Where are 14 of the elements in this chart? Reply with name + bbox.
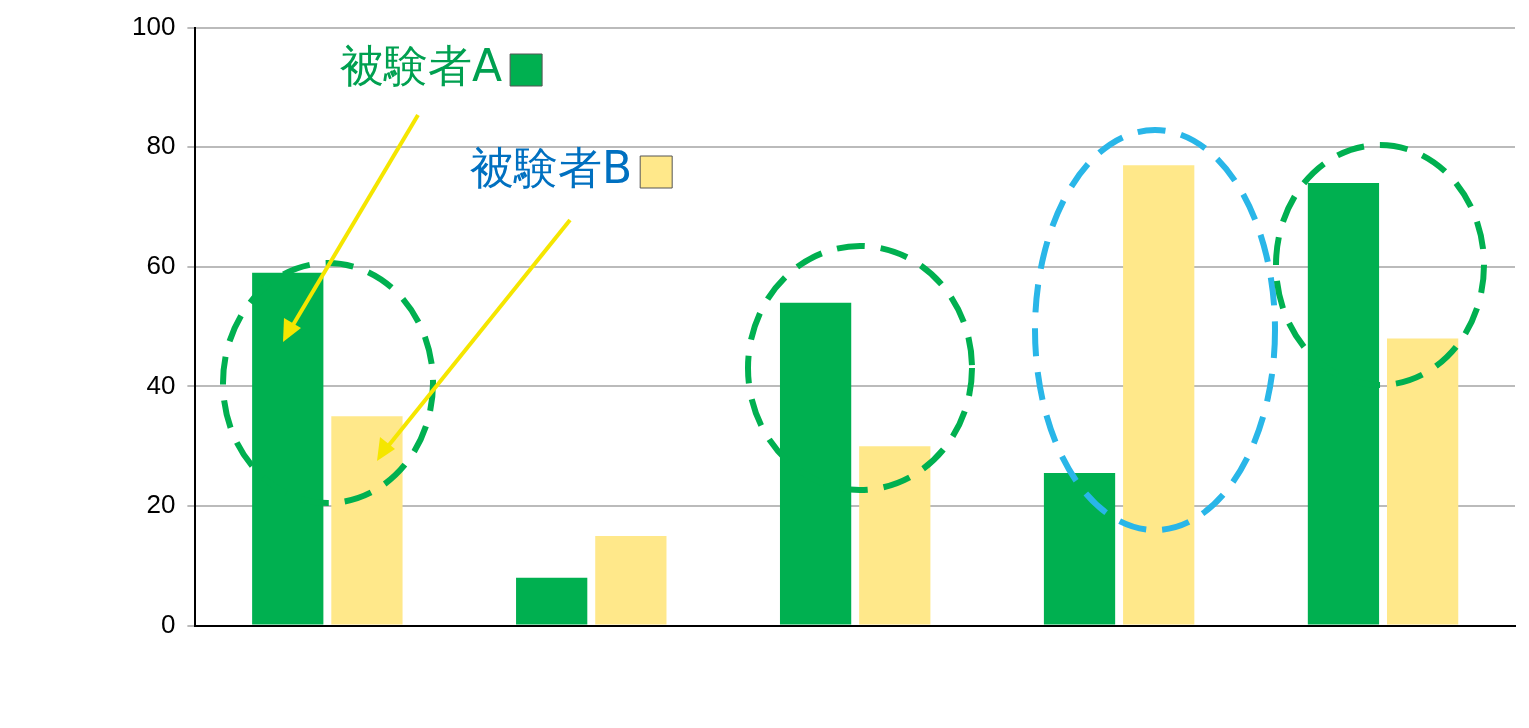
bar (1043, 473, 1116, 625)
y-tick-label: 0 (160, 608, 176, 639)
y-tick-label: 100 (131, 10, 176, 41)
bar (595, 535, 667, 625)
y-tick-label: 80 (146, 130, 176, 161)
bar (1123, 165, 1195, 625)
bar (779, 302, 852, 625)
y-tick-label: 40 (146, 369, 176, 400)
bar (859, 446, 931, 625)
bar (516, 577, 588, 625)
y-tick-label: 60 (146, 249, 176, 280)
legend-label: 被験者A (340, 40, 503, 92)
y-tick-label: 20 (146, 489, 176, 520)
legend-label: 被験者B (470, 142, 633, 194)
